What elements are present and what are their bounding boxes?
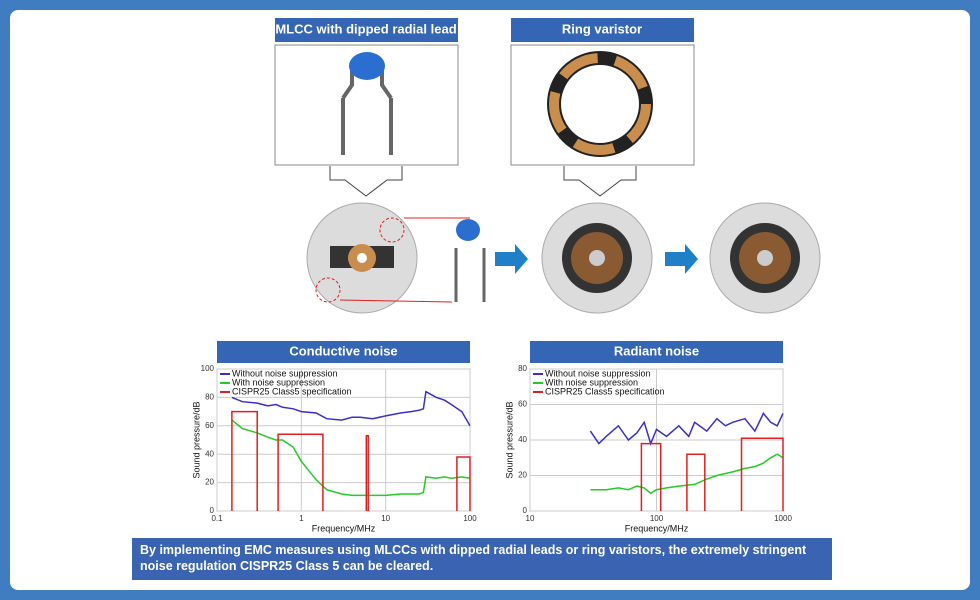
chart-title-box bbox=[530, 341, 783, 363]
y-tick-label: 0 bbox=[523, 506, 528, 515]
x-tick-label: 1000 bbox=[774, 514, 792, 523]
motor-image bbox=[541, 202, 653, 314]
y-axis-label: Sound pressure/dB bbox=[504, 401, 514, 478]
legend-label: CISPR25 Class5 specification bbox=[545, 386, 665, 396]
label-box bbox=[275, 18, 458, 42]
chart-title-box bbox=[217, 341, 470, 363]
legend-label: With noise suppression bbox=[545, 377, 638, 387]
arrow bbox=[665, 244, 698, 274]
arrow bbox=[495, 244, 528, 274]
footer-note: By implementing EMC measures using MLCCs… bbox=[132, 538, 832, 580]
varistor-icon bbox=[547, 51, 653, 157]
y-tick-label: 20 bbox=[205, 478, 214, 487]
series-line bbox=[640, 437, 784, 511]
series-line bbox=[231, 419, 471, 497]
y-tick-label: 0 bbox=[210, 506, 215, 515]
chart-title: Conductive noise bbox=[289, 343, 397, 358]
y-tick-label: 80 bbox=[518, 364, 527, 373]
capacitor-icon bbox=[454, 219, 486, 302]
legend-label: With noise suppression bbox=[232, 377, 325, 387]
y-tick-label: 40 bbox=[205, 449, 214, 458]
x-tick-label: 10 bbox=[526, 514, 535, 523]
y-tick-label: 60 bbox=[518, 400, 527, 409]
capacitor-icon bbox=[341, 52, 393, 155]
motor-image bbox=[306, 202, 470, 314]
y-tick-label: 60 bbox=[205, 421, 214, 430]
mlcc-label: MLCC with dipped radial lead bbox=[275, 21, 456, 36]
series-line bbox=[231, 390, 471, 427]
y-tick-label: 100 bbox=[201, 364, 215, 373]
label-box bbox=[511, 18, 694, 42]
motor-image bbox=[709, 202, 821, 314]
panel bbox=[10, 10, 970, 590]
pointer bbox=[329, 166, 403, 197]
x-tick-label: 10 bbox=[381, 514, 390, 523]
legend-label: CISPR25 Class5 specification bbox=[232, 386, 352, 396]
x-axis-label: Frequency/MHz bbox=[625, 523, 689, 533]
legend-label: Without noise suppression bbox=[232, 368, 338, 378]
y-tick-label: 40 bbox=[518, 435, 527, 444]
x-axis-label: Frequency/MHz bbox=[312, 523, 376, 533]
x-tick-label: 100 bbox=[463, 514, 477, 523]
legend-label: Without noise suppression bbox=[545, 368, 651, 378]
varistor-label: Ring varistor bbox=[562, 21, 642, 36]
chart-title: Radiant noise bbox=[614, 343, 699, 358]
series-line bbox=[231, 410, 471, 511]
y-tick-label: 80 bbox=[205, 393, 214, 402]
x-tick-label: 0.1 bbox=[211, 514, 223, 523]
y-tick-label: 20 bbox=[518, 471, 527, 480]
pointer bbox=[563, 166, 637, 197]
series-line bbox=[589, 412, 784, 446]
x-tick-label: 100 bbox=[650, 514, 664, 523]
y-axis-label: Sound pressure/dB bbox=[191, 401, 201, 478]
x-tick-label: 1 bbox=[299, 514, 304, 523]
